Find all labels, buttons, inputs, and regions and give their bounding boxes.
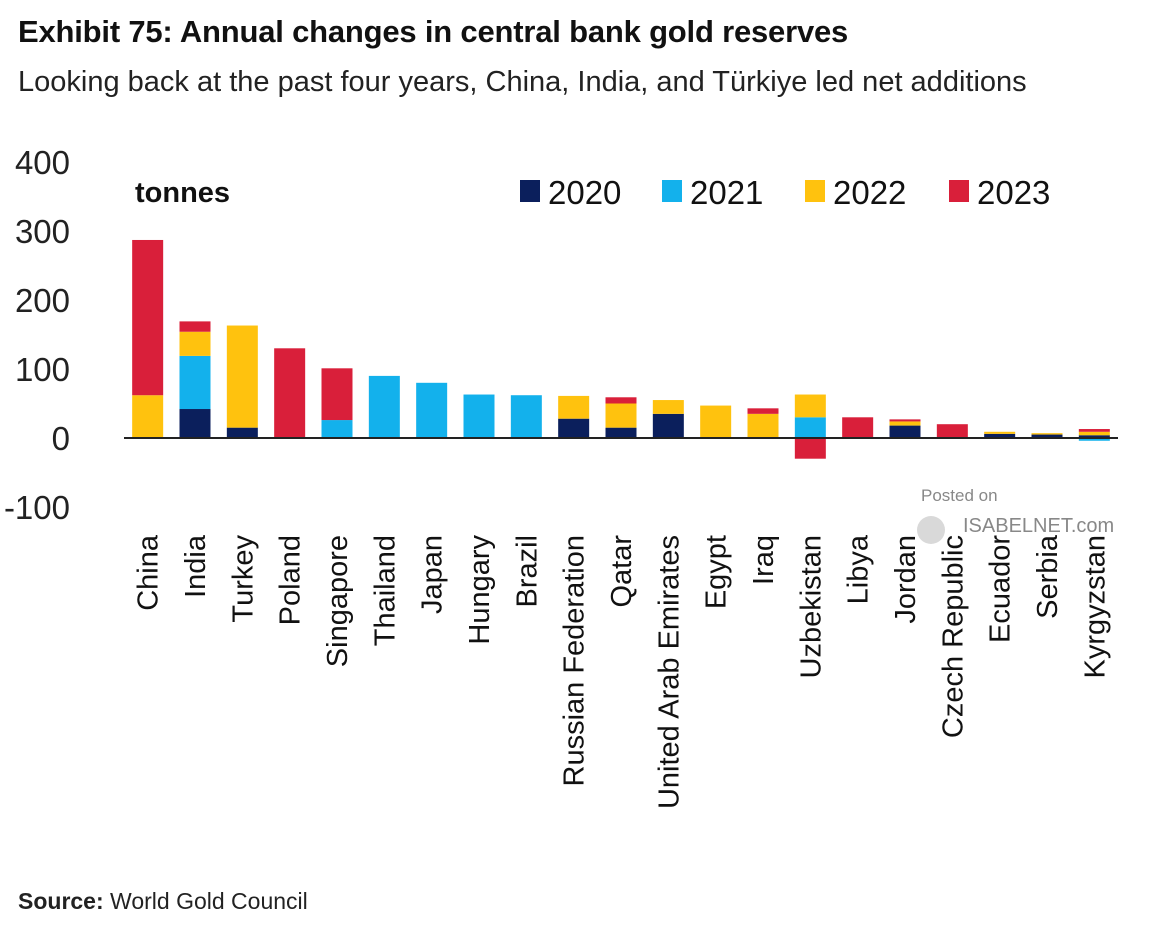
legend-label-2021: 2021 xyxy=(690,174,763,211)
bar-segment xyxy=(794,438,826,459)
chart-title: Exhibit 75: Annual changes in central ba… xyxy=(18,14,849,49)
bar-segment xyxy=(652,400,684,414)
category-label: United Arab Emirates xyxy=(653,535,685,809)
bar-segment xyxy=(226,427,258,438)
bar-segment xyxy=(1031,434,1063,438)
bar-segment xyxy=(936,424,968,438)
y-tick-label: 0 xyxy=(52,420,70,457)
bar-segment xyxy=(179,355,211,410)
bar-segment xyxy=(132,239,164,396)
bar-segment xyxy=(1078,435,1110,438)
category-label: Brazil xyxy=(511,535,543,608)
legend-swatch-2022 xyxy=(805,180,825,202)
source-note: Source: World Gold Council xyxy=(18,888,308,915)
category-label: Qatar xyxy=(606,535,638,608)
category-label: Ecuador xyxy=(985,535,1017,643)
category-label: India xyxy=(180,534,212,598)
bar-segment xyxy=(984,433,1016,438)
bar-segment xyxy=(1078,431,1110,436)
category-label: Singapore xyxy=(322,535,354,667)
legend-label-2022: 2022 xyxy=(833,174,906,211)
legend-swatch-2023 xyxy=(949,180,969,202)
y-axis-ticks: 400 300 200 100 0 -100 xyxy=(4,144,70,526)
category-label: China xyxy=(133,534,165,611)
category-label: Jordan xyxy=(890,535,922,624)
bar-segment xyxy=(747,408,779,414)
bar-segment xyxy=(889,425,921,438)
category-label: Turkey xyxy=(227,535,259,623)
bar-segment xyxy=(889,419,921,422)
bar-segment xyxy=(274,348,306,438)
category-label: Iraq xyxy=(748,535,780,585)
bar-segment xyxy=(1078,438,1110,441)
bar-segment xyxy=(179,409,211,438)
bars xyxy=(132,239,1110,459)
bar-segment xyxy=(226,325,258,428)
bar-segment xyxy=(794,394,826,418)
bar-segment xyxy=(605,427,637,438)
bar-segment xyxy=(179,331,211,356)
bar-segment xyxy=(700,405,732,438)
source-label: Source: xyxy=(18,888,104,914)
bar-segment xyxy=(984,431,1016,434)
watermark-posted-on: Posted on xyxy=(921,486,998,505)
bar-segment xyxy=(842,417,874,438)
legend-swatch-2021 xyxy=(662,180,682,202)
bar-segment xyxy=(416,382,448,438)
watermark: Posted on ISABELNET.com xyxy=(917,486,1114,544)
bar-segment xyxy=(605,397,637,404)
legend-label-2020: 2020 xyxy=(548,174,621,211)
bar-segment xyxy=(1031,433,1063,435)
category-label: Czech Republic xyxy=(937,535,969,738)
category-label: Kyrgyzstan xyxy=(1079,535,1111,678)
watermark-site: ISABELNET.com xyxy=(963,515,1114,537)
category-labels: China India Turkey Poland Singapore Thailand J… xyxy=(133,534,1112,809)
bar-segment xyxy=(132,395,164,438)
unit-label: tonnes xyxy=(135,177,230,209)
bar-segment xyxy=(652,413,684,438)
bar-segment xyxy=(558,418,590,438)
bar-segment xyxy=(510,395,542,438)
bar-segment xyxy=(321,420,353,438)
y-tick-label: 300 xyxy=(15,213,70,250)
bar-segment xyxy=(558,395,590,419)
bar-segment xyxy=(747,413,779,438)
category-label: Libya xyxy=(843,534,875,604)
bar-segment xyxy=(794,417,826,438)
category-label: Egypt xyxy=(701,535,733,609)
bar-segment xyxy=(321,368,353,421)
source-text: World Gold Council xyxy=(110,888,308,914)
category-label: Poland xyxy=(275,535,307,625)
y-tick-label: 200 xyxy=(15,282,70,319)
category-label: Thailand xyxy=(369,535,401,646)
legend: 2020 2021 2022 2023 xyxy=(520,174,1050,211)
bar-segment xyxy=(889,421,921,426)
legend-swatch-2020 xyxy=(520,180,540,202)
bar-segment xyxy=(463,394,495,438)
bar-segment xyxy=(605,403,637,428)
category-label: Japan xyxy=(417,535,449,614)
y-tick-label: -100 xyxy=(4,489,70,526)
category-label: Serbia xyxy=(1032,534,1064,619)
category-label: Russian Federation xyxy=(559,535,591,786)
bar-segment xyxy=(179,321,211,332)
bar-segment xyxy=(368,375,400,438)
category-label: Uzbekistan xyxy=(795,535,827,678)
chart-subtitle: Looking back at the past four years, Chi… xyxy=(18,66,1027,98)
legend-label-2023: 2023 xyxy=(977,174,1050,211)
y-tick-label: 100 xyxy=(15,351,70,388)
category-label: Hungary xyxy=(464,535,496,645)
y-tick-label: 400 xyxy=(15,144,70,181)
watermark-globe-icon xyxy=(917,516,945,544)
bar-segment xyxy=(1078,429,1110,432)
